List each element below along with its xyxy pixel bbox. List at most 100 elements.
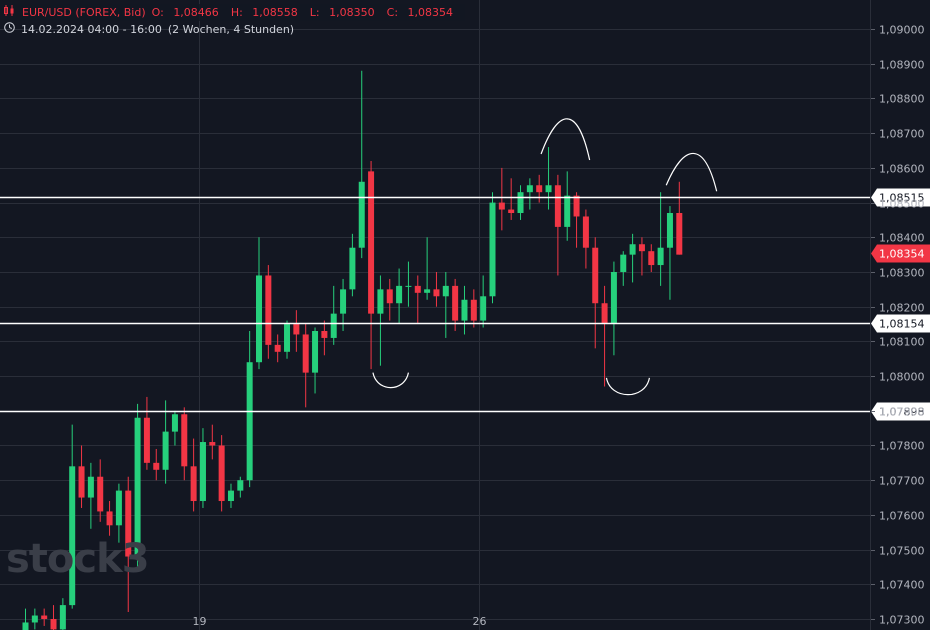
- period-label: (2 Wochen, 4 Stunden): [167, 23, 295, 36]
- candle-body: [106, 511, 113, 526]
- candle-body: [246, 362, 253, 481]
- level-price-tag-text: 1,08154: [879, 318, 925, 331]
- y-tick-label: 1,07300: [879, 614, 925, 627]
- candle-body: [620, 254, 627, 272]
- y-tick-label: 1,07400: [879, 579, 925, 592]
- legend: EUR/USD (FOREX, Bid) O: 1,08466 H: 1,085…: [4, 4, 466, 38]
- candle-body: [78, 466, 85, 498]
- candle-body: [498, 202, 505, 210]
- candle-body: [190, 466, 197, 502]
- candle-body: [302, 334, 309, 373]
- candle-body: [97, 476, 104, 512]
- y-tick-label: 1,08700: [879, 128, 925, 141]
- candle-body: [433, 289, 440, 297]
- current-price-tag-text: 1,08354: [879, 248, 925, 261]
- y-tick-label: 1,08800: [879, 93, 925, 106]
- candle-body: [209, 442, 216, 446]
- candle-body: [31, 615, 38, 623]
- candle-body: [125, 490, 132, 557]
- candle-body: [265, 275, 272, 345]
- candle-body: [377, 289, 384, 314]
- candle-body: [452, 285, 459, 321]
- time-range: 14.02.2024 04:00 - 16:00: [21, 23, 162, 36]
- candle-body: [442, 285, 449, 297]
- candle-body: [256, 275, 262, 363]
- open-value: 1,08466: [173, 6, 219, 19]
- x-tick-label: 26: [473, 615, 487, 628]
- y-tick-label: 1,08900: [879, 59, 925, 72]
- candle-body: [284, 324, 291, 352]
- candle-body: [115, 490, 122, 526]
- y-tick-label: 1,08400: [879, 232, 925, 245]
- candle-body: [171, 414, 178, 432]
- candle-body: [218, 445, 225, 502]
- candle-body: [638, 244, 645, 252]
- drawing-annotations[interactable]: [372, 118, 718, 396]
- candle-body: [349, 247, 356, 290]
- candle-body: [396, 285, 403, 304]
- candle-body: [648, 251, 655, 266]
- y-tick-label: 1,07500: [879, 545, 925, 558]
- high-value: 1,08558: [252, 6, 298, 19]
- candle-body: [508, 209, 515, 214]
- price-axis[interactable]: 1,07300 1,07400 1,07500 1,07600 1,07700 1,078…: [193, 0, 925, 630]
- y-tick-label: 1,07600: [879, 510, 925, 523]
- candle-body: [526, 185, 533, 193]
- candle-body: [143, 417, 150, 463]
- level-price-tag: 1,08515: [871, 188, 930, 207]
- level-price-tag-bg: [871, 188, 930, 207]
- candle-body: [489, 202, 496, 297]
- candle-body: [330, 313, 337, 338]
- y-tick-label: 1,08300: [879, 267, 925, 280]
- candle-body: [69, 466, 76, 606]
- ohlc-row: EUR/USD (FOREX, Bid) O: 1,08466 H: 1,085…: [4, 4, 466, 21]
- candle-body: [312, 330, 319, 373]
- candle-body: [87, 476, 94, 498]
- candle-body: [424, 289, 431, 293]
- candle-body: [293, 324, 300, 335]
- candle-body: [181, 414, 188, 467]
- level-lines[interactable]: 1,08515 1,08154 1,07898 1,08354: [0, 188, 930, 421]
- open-label: O:: [151, 6, 164, 19]
- candles-icon[interactable]: [4, 4, 16, 21]
- high-label: H:: [230, 6, 243, 19]
- candle-body: [386, 289, 393, 304]
- time-row: 14.02.2024 04:00 - 16:00 (2 Wochen, 4 St…: [4, 21, 465, 38]
- candle-body: [610, 272, 617, 325]
- annotation-cup: [605, 377, 651, 396]
- candle-body: [134, 417, 141, 557]
- y-tick-label: 1,08200: [879, 302, 925, 315]
- y-tick-label: 1,08500: [879, 198, 925, 211]
- candle-body: [199, 442, 206, 502]
- candle-body: [340, 289, 347, 314]
- y-tick-label: 1,07700: [879, 475, 925, 488]
- candle-body: [41, 615, 48, 619]
- symbol-name[interactable]: EUR/USD (FOREX, Bid): [22, 6, 146, 19]
- candle-body: [573, 195, 580, 217]
- candle-body: [50, 619, 57, 630]
- low-label: L:: [309, 6, 320, 19]
- y-tick-label: 1,09000: [879, 24, 925, 37]
- close-label: C:: [386, 6, 399, 19]
- candle-body: [592, 247, 599, 304]
- candle-body: [470, 299, 477, 321]
- candle-body: [666, 213, 673, 248]
- candle-body: [321, 330, 328, 338]
- candle-body: [461, 299, 468, 321]
- close-value: 1,08354: [407, 6, 454, 19]
- level-price-tag: 1,07898: [871, 402, 930, 421]
- watermark-logo: stock3: [6, 536, 150, 582]
- current-price-tag-bg: [871, 244, 930, 263]
- candle-body: [517, 192, 524, 214]
- level-price-tag-text: 1,07898: [879, 406, 925, 419]
- level-price-tag-text: 1,08515: [879, 192, 925, 205]
- annotation-cap: [665, 153, 718, 192]
- level-price-tag-bg: [871, 314, 930, 333]
- y-tick-label: 1,08000: [879, 371, 925, 384]
- candle-body: [480, 296, 487, 321]
- candle-body: [368, 171, 375, 314]
- candle-body: [564, 195, 571, 227]
- y-tick-label: 1,08600: [879, 163, 925, 176]
